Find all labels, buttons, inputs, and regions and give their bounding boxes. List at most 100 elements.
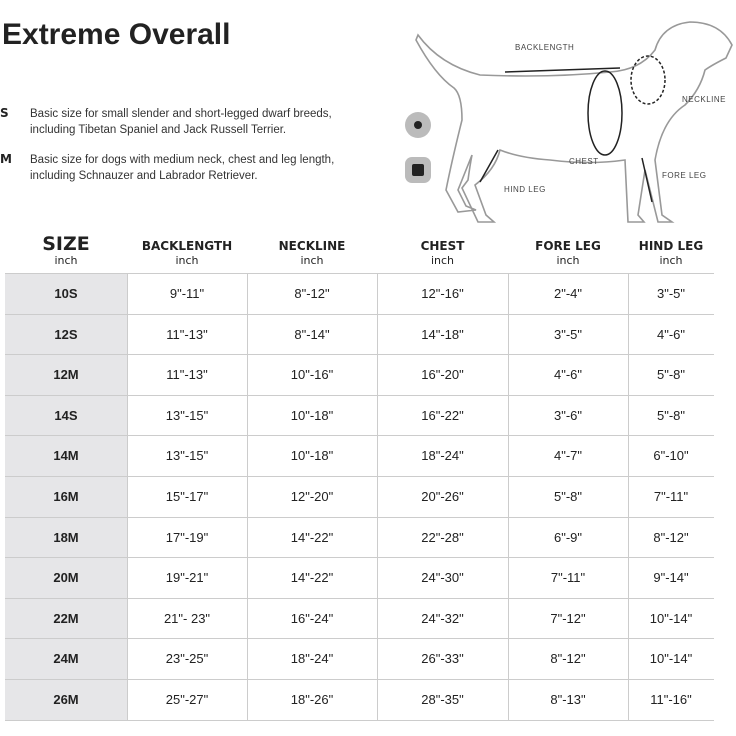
desc-line: Basic size for dogs with medium neck, ch… xyxy=(30,154,335,166)
dog-outline xyxy=(415,21,733,223)
cell: 16"-22" xyxy=(421,407,464,423)
diagram-label: FORE LEG xyxy=(662,171,706,180)
cell: 12"-16" xyxy=(421,286,464,301)
size-column-bg xyxy=(5,274,127,721)
title: Extreme Overall xyxy=(2,18,231,51)
backlength-line xyxy=(504,67,621,73)
row-line xyxy=(5,394,714,396)
cell: 7"-11" xyxy=(653,489,689,504)
hindleg-line xyxy=(479,149,499,183)
cell: 22M xyxy=(53,610,79,626)
icon-s-dot xyxy=(414,121,422,129)
diagram-label: HIND LEG xyxy=(504,185,546,194)
cell: 12M xyxy=(53,367,79,383)
neck-line xyxy=(630,55,666,105)
cell: 20"-26" xyxy=(421,489,464,504)
cell: 14S xyxy=(54,407,78,423)
col-line xyxy=(377,274,378,721)
cell: 28"-35" xyxy=(421,692,464,707)
header-label: CHEST xyxy=(420,239,465,253)
cell: 3"-6" xyxy=(553,407,583,423)
cell: 14"-18" xyxy=(421,326,464,342)
cell: 13"-15" xyxy=(165,407,209,423)
header-unit: inch xyxy=(430,254,455,267)
row-line xyxy=(5,435,714,437)
cell: 16M xyxy=(53,489,79,504)
cell: 19"-21" xyxy=(165,570,209,586)
cell: 9"-11" xyxy=(169,286,205,301)
header-label: BACKLENGTH xyxy=(141,239,233,253)
cell: 5"-8" xyxy=(656,367,686,383)
col-line xyxy=(628,274,629,721)
cell: 3"-5" xyxy=(553,326,583,342)
cell: 5"-8" xyxy=(553,489,583,504)
cell: 26M xyxy=(53,692,79,707)
cell: 14"-22" xyxy=(290,570,334,586)
cell: 11"-16" xyxy=(650,692,692,707)
cell: 24"-30" xyxy=(421,570,464,586)
row-line xyxy=(5,597,714,599)
row-line xyxy=(5,679,714,680)
size-desc: Basic size for dogs with medium neck, ch… xyxy=(30,152,334,184)
diagram-label: BACKLENGTH xyxy=(515,43,574,52)
row-line xyxy=(5,476,714,477)
cell: 8"-12" xyxy=(653,529,689,545)
cell: 6"-10" xyxy=(653,448,689,464)
cell: 21"- 23" xyxy=(163,610,211,626)
cell: 9"-14" xyxy=(653,570,689,586)
header-unit: inch xyxy=(300,254,324,267)
cell: 14"-22" xyxy=(290,529,334,545)
cell: 25"-27" xyxy=(165,692,209,707)
cell: 24M xyxy=(53,651,79,667)
row-line xyxy=(5,638,714,640)
diagram-label: CHEST xyxy=(569,157,599,166)
row-line xyxy=(5,354,714,356)
cell: 16"-20" xyxy=(421,367,464,383)
col-line xyxy=(247,274,248,721)
cell: 10"-14" xyxy=(649,651,693,667)
row-line xyxy=(5,557,714,559)
cell: 26"-33" xyxy=(421,651,464,667)
cell: 2"-4" xyxy=(553,286,583,301)
cell: 10S xyxy=(54,286,78,301)
header-label: NECKLINE xyxy=(278,239,346,253)
cell: 8"-12" xyxy=(294,286,330,301)
cell: 13"-15" xyxy=(165,448,209,464)
icon-m-dot xyxy=(412,164,424,176)
cell: 10"-16" xyxy=(290,367,334,383)
cell: 18M xyxy=(53,529,79,545)
cell: 6"-9" xyxy=(553,529,583,545)
row-line xyxy=(5,313,714,315)
cell: 18"-26" xyxy=(290,692,334,707)
cell: 8"-13" xyxy=(550,692,586,707)
cell: 11"-13" xyxy=(166,326,208,342)
diagram-label: NECKLINE xyxy=(682,95,726,104)
top-line xyxy=(5,273,714,274)
cell: 10"-18" xyxy=(290,448,334,464)
desc-line: including Tibetan Spaniel and Jack Russe… xyxy=(30,124,287,136)
row-line xyxy=(5,516,714,518)
header-label: HIND LEG xyxy=(638,239,704,253)
cell: 12S xyxy=(54,326,78,342)
size-code: S xyxy=(0,106,9,120)
cell: 10"-18" xyxy=(290,407,334,423)
cell: 23"-25" xyxy=(165,651,209,667)
cell: 20M xyxy=(53,570,79,586)
desc-line: including Schnauzer and Labrador Retriev… xyxy=(30,170,258,182)
header-unit: inch xyxy=(556,254,580,267)
cell: 4"-6" xyxy=(656,326,686,342)
cell: 12"-20" xyxy=(290,489,334,504)
cell: 8"-14" xyxy=(294,326,330,342)
cell: 7"-11" xyxy=(550,570,586,586)
cell: 5"-8" xyxy=(656,407,686,423)
header-unit: inch xyxy=(175,254,199,267)
cell: 24"-32" xyxy=(421,610,464,626)
header-unit: inch xyxy=(659,254,683,267)
cell: 18"-24" xyxy=(421,448,464,464)
cell: 4"-7" xyxy=(553,448,583,464)
cell: 14M xyxy=(53,448,79,464)
cell: 18"-24" xyxy=(290,651,334,667)
cell: 15"-17" xyxy=(165,489,209,504)
dog-diagram: BACKLENGTH NECKLINE CHEST FORE LEG HIND … xyxy=(405,21,733,223)
